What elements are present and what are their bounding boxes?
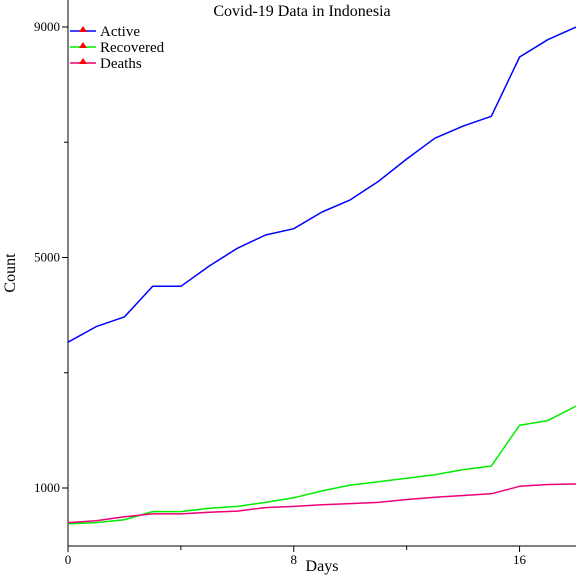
legend-label-recovered: Recovered — [100, 40, 165, 56]
series-line-active — [67, 26, 576, 343]
x-tick-label-8: 8 — [291, 552, 298, 567]
legend-marker-recovered — [79, 42, 87, 48]
x-tick-label-16: 16 — [513, 552, 527, 567]
y-tick-label-9000: 9000 — [34, 19, 60, 34]
y-tick-label-1000: 1000 — [34, 480, 60, 495]
series-layer — [67, 26, 576, 525]
chart-title: Covid-19 Data in Indonesia — [213, 3, 390, 20]
x-axis-label: Days — [306, 558, 339, 575]
legend-marker-active — [79, 26, 87, 32]
legend-label-active: Active — [100, 24, 140, 40]
series-line-deaths — [67, 483, 576, 524]
y-tick-label-5000: 5000 — [34, 250, 60, 265]
axes: 1000 5000 9000 0 8 16 — [34, 0, 576, 567]
series-line-recovered — [67, 405, 576, 525]
legend-marker-deaths — [79, 58, 87, 64]
legend-label-deaths: Deaths — [100, 56, 142, 72]
x-tick-label-0: 0 — [65, 552, 72, 567]
y-axis-label: Count — [2, 253, 19, 293]
